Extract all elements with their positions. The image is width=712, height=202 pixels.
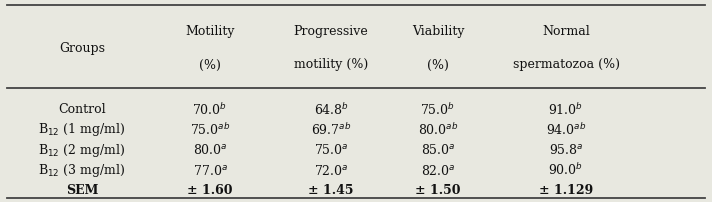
Text: 80.0$^{a}$: 80.0$^{a}$ — [193, 143, 227, 156]
Text: 75.0$^{a}$: 75.0$^{a}$ — [314, 143, 348, 156]
Text: spermatozoa (%): spermatozoa (%) — [513, 58, 619, 71]
Text: Motility: Motility — [185, 25, 235, 38]
Text: 94.0$^{ab}$: 94.0$^{ab}$ — [546, 121, 586, 137]
Text: 75.0$^{ab}$: 75.0$^{ab}$ — [190, 121, 230, 137]
Text: 95.8$^{a}$: 95.8$^{a}$ — [549, 143, 583, 156]
Text: 91.0$^{b}$: 91.0$^{b}$ — [548, 101, 584, 117]
Text: (%): (%) — [427, 58, 449, 71]
Text: B$_{12}$ (2 mg/ml): B$_{12}$ (2 mg/ml) — [38, 141, 125, 158]
Text: 80.0$^{ab}$: 80.0$^{ab}$ — [418, 121, 458, 137]
Text: 72.0$^{a}$: 72.0$^{a}$ — [314, 163, 348, 177]
Text: 90.0$^{b}$: 90.0$^{b}$ — [548, 162, 584, 178]
Text: Groups: Groups — [59, 41, 105, 55]
Text: (%): (%) — [199, 58, 221, 71]
Text: Normal: Normal — [542, 25, 590, 38]
Text: Progressive: Progressive — [294, 25, 368, 38]
Text: ± 1.129: ± 1.129 — [539, 183, 593, 196]
Text: ± 1.60: ± 1.60 — [187, 183, 233, 196]
Text: 69.7$^{ab}$: 69.7$^{ab}$ — [311, 121, 351, 137]
Text: ± 1.45: ± 1.45 — [308, 183, 354, 196]
Text: 82.0$^{a}$: 82.0$^{a}$ — [421, 163, 455, 177]
Text: SEM: SEM — [66, 183, 98, 196]
Text: ± 1.50: ± 1.50 — [415, 183, 461, 196]
Text: Control: Control — [58, 103, 105, 116]
Text: motility (%): motility (%) — [294, 58, 368, 71]
Text: 64.8$^{b}$: 64.8$^{b}$ — [314, 101, 348, 117]
Text: 70.0$^{b}$: 70.0$^{b}$ — [192, 101, 228, 117]
Text: 85.0$^{a}$: 85.0$^{a}$ — [421, 143, 455, 156]
Text: 75.0$^{b}$: 75.0$^{b}$ — [420, 101, 456, 117]
Text: B$_{12}$ (1 mg/ml): B$_{12}$ (1 mg/ml) — [38, 121, 125, 138]
Text: B$_{12}$ (3 mg/ml): B$_{12}$ (3 mg/ml) — [38, 161, 125, 178]
Text: 77.0$^{a}$: 77.0$^{a}$ — [192, 163, 228, 177]
Text: Viability: Viability — [412, 25, 464, 38]
